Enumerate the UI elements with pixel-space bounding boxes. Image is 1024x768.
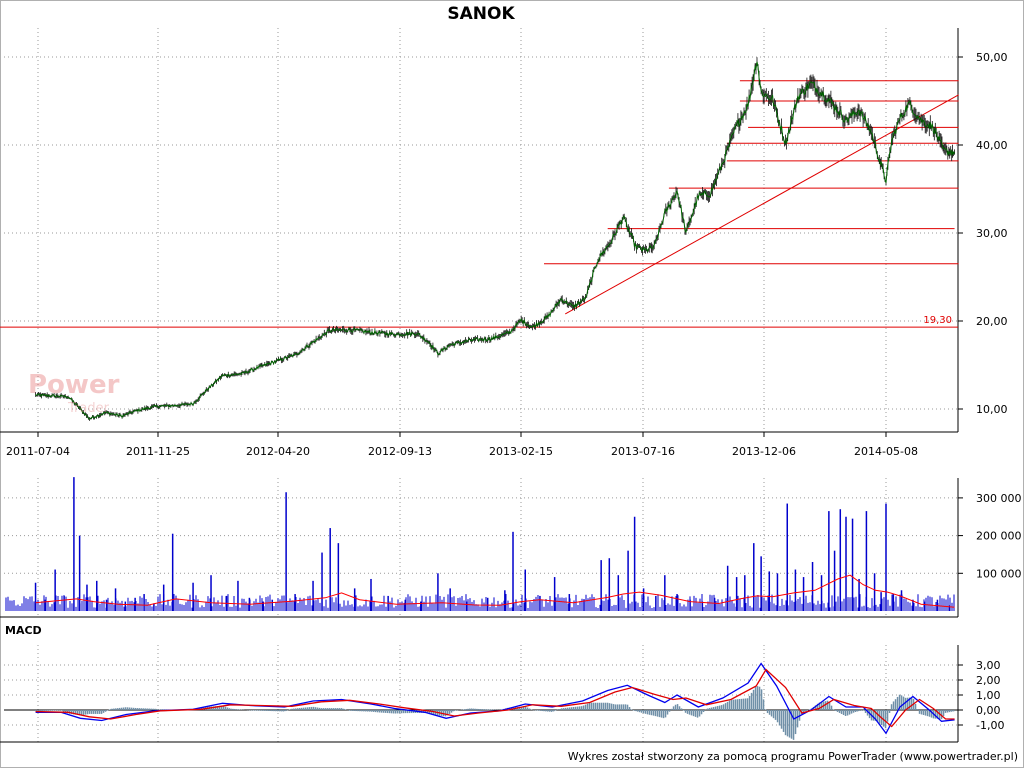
volume-panel: 100 000 200 000 300 000	[0, 477, 1022, 618]
price-panel: 10,00 20,00 30,00 40,00 50,00 2011-07-04 2011-…	[0, 28, 1008, 458]
footer-credit: Wykres został stworzony za pomocą progra…	[568, 750, 1018, 763]
price-trend-line-0	[565, 94, 959, 315]
price-xtick-label-2: 2012-04-20	[246, 445, 310, 458]
price-xtick-label-4: 2013-02-15	[489, 445, 553, 458]
price-ytick-label-2: 30,00	[976, 227, 1008, 240]
macd-line-1	[35, 668, 955, 728]
price-ytick-label-0: 10,00	[976, 403, 1008, 416]
price-level-label-0: 19,30	[923, 315, 952, 326]
price-xtick-label-1: 2011-11-25	[126, 445, 190, 458]
price-xtick-label-5: 2013-07-16	[611, 445, 675, 458]
volume-ytick-label-1: 200 000	[976, 530, 1022, 543]
price-xtick-label-0: 2011-07-04	[6, 445, 70, 458]
macd-ytick-label-2: 1,00	[976, 689, 1001, 702]
macd-ytick-label-1: 0,00	[976, 704, 1001, 717]
svg-text:Trader: Trader	[67, 401, 110, 416]
volume-ytick-label-0: 100 000	[976, 567, 1022, 580]
price-xtick-label-6: 2013-12-06	[732, 445, 796, 458]
volume-average-line	[35, 574, 955, 608]
price-xtick-label-3: 2012-09-13	[368, 445, 432, 458]
price-xtick-label-7: 2014-05-08	[854, 445, 918, 458]
svg-text:Power: Power	[28, 370, 120, 400]
price-ytick-label-4: 50,00	[976, 51, 1008, 64]
macd-panel: -1,00 0,00 1,00 2,00 3,00	[0, 645, 1004, 743]
chart-title: SANOK	[447, 4, 515, 24]
powertrader-watermark: Power Trader	[28, 370, 120, 416]
volume-ytick-label-2: 300 000	[976, 492, 1022, 505]
price-series-line-0	[35, 61, 956, 420]
price-ytick-label-1: 20,00	[976, 315, 1008, 328]
price-ytick-label-3: 40,00	[976, 139, 1008, 152]
macd-ytick-label-4: 3,00	[976, 659, 1001, 672]
macd-ytick-label-0: -1,00	[976, 719, 1004, 732]
macd-panel-label: MACD	[5, 624, 42, 637]
macd-ytick-label-3: 2,00	[976, 674, 1001, 687]
